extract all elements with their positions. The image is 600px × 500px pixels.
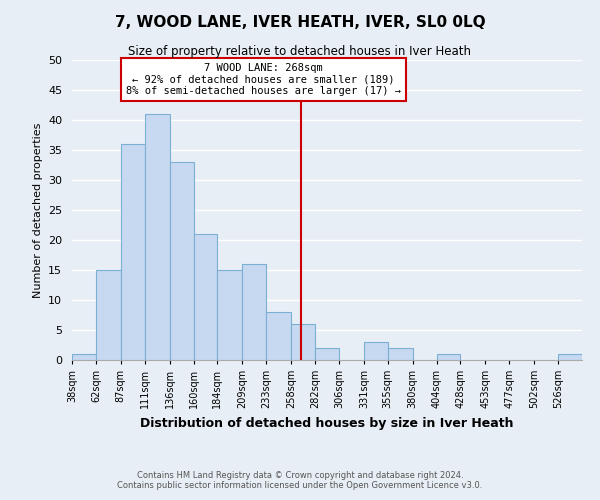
Bar [121,144,145,360]
Bar [72,354,96,360]
Text: 7, WOOD LANE, IVER HEATH, IVER, SL0 0LQ: 7, WOOD LANE, IVER HEATH, IVER, SL0 0LQ [115,15,485,30]
Bar [315,348,339,360]
Y-axis label: Number of detached properties: Number of detached properties [32,122,43,298]
X-axis label: Distribution of detached houses by size in Iver Heath: Distribution of detached houses by size … [140,416,514,430]
Text: Size of property relative to detached houses in Iver Heath: Size of property relative to detached ho… [128,45,472,58]
Bar [388,348,413,360]
Bar [266,312,291,360]
Bar [364,342,388,360]
Bar [437,354,460,360]
Bar [291,324,315,360]
Text: 7 WOOD LANE: 268sqm
← 92% of detached houses are smaller (189)
8% of semi-detach: 7 WOOD LANE: 268sqm ← 92% of detached ho… [126,63,401,96]
Text: Contains HM Land Registry data © Crown copyright and database right 2024.
Contai: Contains HM Land Registry data © Crown c… [118,470,482,490]
Bar [194,234,217,360]
Bar [96,270,121,360]
Bar [558,354,582,360]
Bar [217,270,242,360]
Bar [145,114,170,360]
Bar [170,162,194,360]
Bar [242,264,266,360]
